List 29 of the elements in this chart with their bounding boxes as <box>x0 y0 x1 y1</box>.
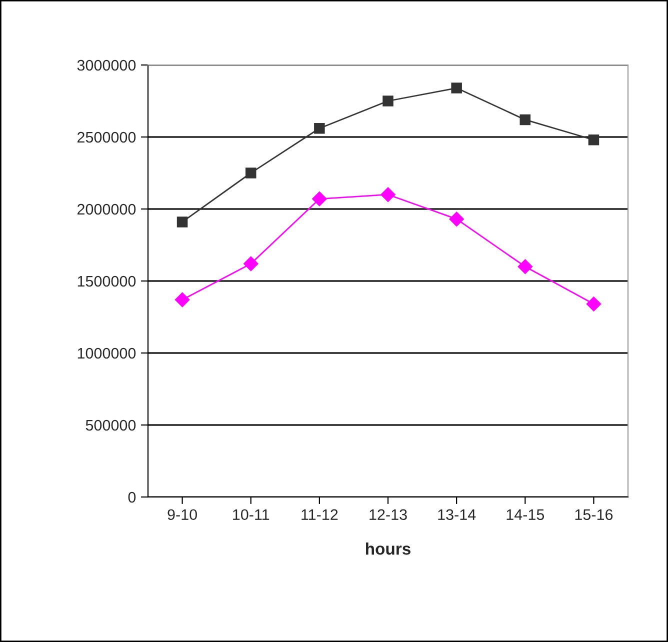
point <box>451 82 462 94</box>
x-tick-label: 12-13 <box>370 509 407 520</box>
x-tick-label: 10-11 <box>233 509 270 520</box>
y-tick-label: 0 <box>128 492 136 503</box>
point <box>243 256 258 272</box>
x-tick-label: 14-15 <box>506 509 544 520</box>
point <box>245 168 256 178</box>
y-tick-label: 2500000 <box>77 132 136 143</box>
point <box>380 187 396 202</box>
y-tick-label: 2000000 <box>77 204 136 215</box>
x-tick-label: 15-16 <box>575 509 613 520</box>
x-axis-title: hours <box>366 542 410 555</box>
y-tick-label: 1500000 <box>78 276 136 287</box>
y-tick-label: 1000000 <box>78 348 136 359</box>
point <box>314 122 325 134</box>
point <box>586 296 602 312</box>
point <box>520 114 531 126</box>
y-tick-label: 500000 <box>86 420 136 431</box>
x-tick-label: 9-10 <box>168 509 197 520</box>
point <box>518 259 533 274</box>
x-tick-label: 13-14 <box>438 509 476 520</box>
point <box>588 134 600 146</box>
point <box>449 212 464 226</box>
point <box>312 192 327 206</box>
y-tick-label: 3000000 <box>77 60 136 71</box>
point <box>174 292 190 308</box>
point <box>176 216 188 228</box>
point <box>382 96 394 106</box>
x-tick-label: 11-12 <box>302 509 338 520</box>
